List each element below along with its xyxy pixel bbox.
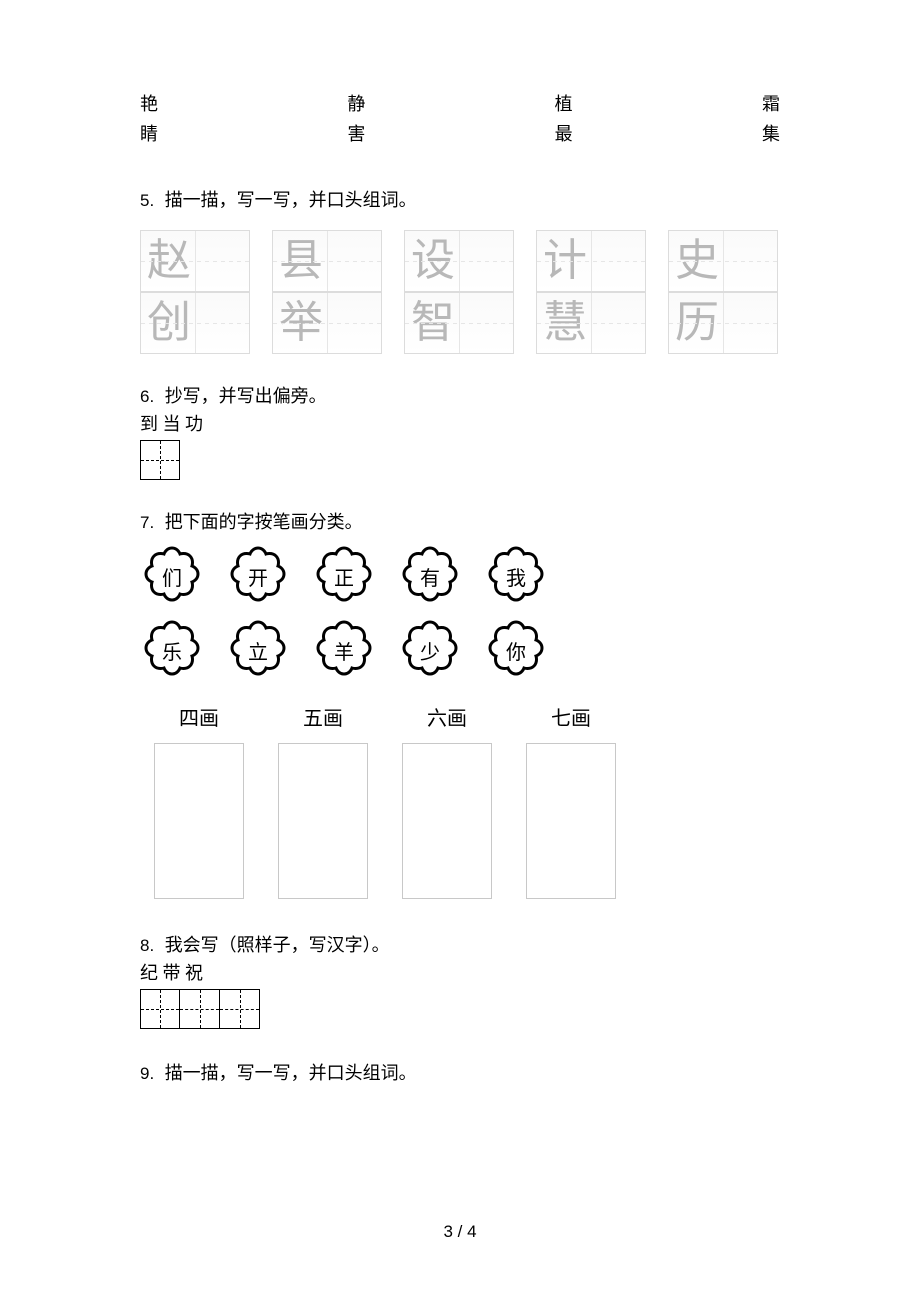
trace-cell: 慧 — [536, 292, 646, 354]
flower-row-2: 乐 立 羊 少 你 — [140, 618, 780, 682]
question-number: 7. — [140, 513, 154, 532]
trace-cell: 举 — [272, 292, 382, 354]
top-char-grid: 艳 静 植 霜 睛 害 最 集 — [140, 90, 780, 146]
char: 睛 — [140, 120, 158, 146]
trace-char: 设 — [411, 239, 455, 283]
writing-box — [180, 989, 220, 1029]
flower-item: 正 — [312, 544, 376, 608]
trace-char: 智 — [411, 301, 455, 345]
flower-item: 我 — [484, 544, 548, 608]
flower-item: 开 — [226, 544, 290, 608]
trace-cell: 历 — [668, 292, 778, 354]
stroke-cat-box — [402, 743, 492, 899]
stroke-cat-label: 五画 — [278, 702, 368, 731]
flower-grid: 们 开 正 有 我 乐 立 羊 少 你 — [140, 544, 780, 682]
writing-box-row — [140, 989, 780, 1029]
question-5: 5. 描一描，写一写，并口头组词。 — [140, 186, 780, 212]
flower-char: 立 — [248, 636, 268, 665]
question-text: 我会写（照样子，写汉字）。 — [165, 935, 390, 955]
trace-char: 赵 — [147, 239, 191, 283]
trace-char: 县 — [279, 239, 323, 283]
stroke-categories: 四画 五画 六画 七画 — [154, 702, 780, 899]
stroke-cat-box — [278, 743, 368, 899]
flower-item: 们 — [140, 544, 204, 608]
trace-cell: 县 — [272, 230, 382, 292]
trace-char: 举 — [279, 301, 323, 345]
question-number: 8. — [140, 936, 154, 955]
trace-char: 史 — [675, 239, 719, 283]
trace-row-2: 创 举 智 慧 历 — [140, 292, 780, 354]
trace-char: 计 — [543, 239, 587, 283]
flower-item: 有 — [398, 544, 462, 608]
question-number: 9. — [140, 1064, 154, 1083]
question-text: 描一描，写一写，并口头组词。 — [165, 1063, 417, 1083]
stroke-cat: 七画 — [526, 702, 616, 899]
question-text: 描一描，写一写，并口头组词。 — [165, 190, 417, 210]
flower-char: 开 — [248, 562, 268, 591]
question-number: 6. — [140, 387, 154, 406]
flower-char: 有 — [420, 562, 440, 591]
top-row-2: 睛 害 最 集 — [140, 120, 780, 146]
flower-item: 羊 — [312, 618, 376, 682]
stroke-cat-box — [154, 743, 244, 899]
trace-char: 慧 — [543, 301, 587, 345]
trace-cell: 智 — [404, 292, 514, 354]
question-text: 抄写，并写出偏旁。 — [165, 386, 327, 406]
flower-item: 乐 — [140, 618, 204, 682]
flower-item: 少 — [398, 618, 462, 682]
stroke-cat-label: 四画 — [154, 702, 244, 731]
char: 最 — [555, 120, 573, 146]
flower-item: 立 — [226, 618, 290, 682]
flower-char: 乐 — [162, 636, 182, 665]
flower-row-1: 们 开 正 有 我 — [140, 544, 780, 608]
flower-char: 们 — [162, 562, 182, 591]
trace-cell: 设 — [404, 230, 514, 292]
flower-char: 你 — [506, 636, 526, 665]
trace-char: 创 — [147, 301, 191, 345]
question-6: 6. 抄写，并写出偏旁。 — [140, 382, 780, 408]
char: 植 — [555, 90, 573, 116]
question-number: 5. — [140, 191, 154, 210]
trace-cell: 计 — [536, 230, 646, 292]
flower-char: 我 — [506, 562, 526, 591]
stroke-cat: 四画 — [154, 702, 244, 899]
char: 集 — [762, 120, 780, 146]
page-number: 3 / 4 — [443, 1222, 476, 1242]
question-8: 8. 我会写（照样子，写汉字）。 — [140, 931, 780, 957]
trace-cell: 赵 — [140, 230, 250, 292]
question-9: 9. 描一描，写一写，并口头组词。 — [140, 1059, 780, 1085]
flower-char: 正 — [334, 562, 354, 591]
flower-char: 羊 — [334, 636, 354, 665]
q8-chars: 纪 带 祝 — [140, 959, 780, 985]
char: 害 — [347, 120, 365, 146]
char: 静 — [347, 90, 365, 116]
writing-box — [140, 989, 180, 1029]
trace-cell: 史 — [668, 230, 778, 292]
flower-char: 少 — [420, 636, 440, 665]
flower-item: 你 — [484, 618, 548, 682]
writing-box — [140, 440, 180, 480]
question-7: 7. 把下面的字按笔画分类。 — [140, 508, 780, 534]
writing-box — [220, 989, 260, 1029]
stroke-cat: 六画 — [402, 702, 492, 899]
stroke-cat-label: 六画 — [402, 702, 492, 731]
char: 艳 — [140, 90, 158, 116]
char: 霜 — [762, 90, 780, 116]
trace-row-1: 赵 县 设 计 史 — [140, 230, 780, 292]
question-text: 把下面的字按笔画分类。 — [165, 512, 363, 532]
q6-chars: 到 当 功 — [140, 410, 780, 436]
trace-cell: 创 — [140, 292, 250, 354]
stroke-cat: 五画 — [278, 702, 368, 899]
stroke-cat-box — [526, 743, 616, 899]
stroke-cat-label: 七画 — [526, 702, 616, 731]
top-row-1: 艳 静 植 霜 — [140, 90, 780, 116]
trace-char: 历 — [675, 301, 719, 345]
